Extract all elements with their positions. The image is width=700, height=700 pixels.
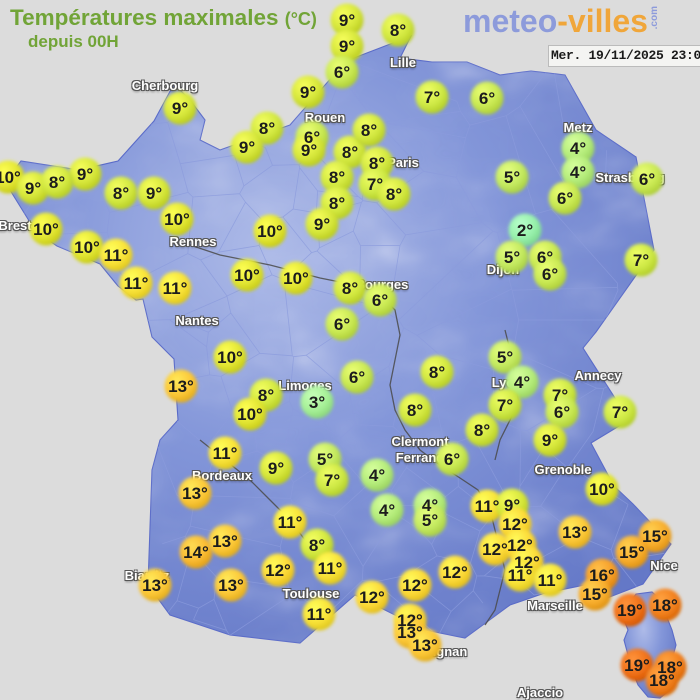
svg-text:13°: 13° — [218, 576, 244, 595]
svg-text:7°: 7° — [367, 175, 383, 194]
svg-text:15°: 15° — [642, 527, 668, 546]
svg-text:19°: 19° — [624, 656, 650, 675]
svg-text:7°: 7° — [424, 88, 440, 107]
svg-text:9°: 9° — [25, 179, 41, 198]
svg-text:18°: 18° — [652, 596, 678, 615]
svg-text:11°: 11° — [538, 571, 563, 590]
svg-text:8°: 8° — [309, 536, 325, 555]
svg-text:8°: 8° — [258, 386, 274, 405]
svg-text:8°: 8° — [407, 401, 423, 420]
svg-text:8°: 8° — [361, 121, 377, 140]
svg-text:5°: 5° — [422, 511, 438, 530]
svg-text:10°: 10° — [33, 220, 59, 239]
svg-text:9°: 9° — [339, 11, 355, 30]
svg-text:9°: 9° — [339, 37, 355, 56]
svg-text:12°: 12° — [402, 576, 428, 595]
svg-text:9°: 9° — [146, 184, 162, 203]
svg-text:15°: 15° — [582, 585, 608, 604]
svg-text:9°: 9° — [300, 83, 316, 102]
svg-text:13°: 13° — [562, 523, 588, 542]
svg-text:13°: 13° — [142, 576, 168, 595]
svg-text:8°: 8° — [113, 184, 129, 203]
svg-text:8°: 8° — [429, 363, 445, 382]
svg-text:10°: 10° — [74, 238, 100, 257]
svg-text:11°: 11° — [163, 279, 188, 298]
svg-text:10°: 10° — [283, 269, 309, 288]
svg-text:10°: 10° — [234, 266, 260, 285]
svg-text:12°: 12° — [502, 515, 528, 534]
svg-text:6°: 6° — [479, 89, 495, 108]
svg-text:9°: 9° — [301, 141, 317, 160]
svg-text:6°: 6° — [557, 189, 573, 208]
svg-text:7°: 7° — [633, 251, 649, 270]
svg-text:12°: 12° — [442, 563, 468, 582]
svg-text:9°: 9° — [172, 99, 188, 118]
svg-text:6°: 6° — [372, 291, 388, 310]
svg-text:5°: 5° — [504, 168, 520, 187]
svg-text:2°: 2° — [517, 221, 533, 240]
svg-text:9°: 9° — [268, 459, 284, 478]
svg-text:6°: 6° — [334, 315, 350, 334]
svg-text:4°: 4° — [369, 466, 385, 485]
svg-text:12°: 12° — [265, 561, 291, 580]
svg-text:8°: 8° — [390, 21, 406, 40]
svg-text:11°: 11° — [278, 513, 303, 532]
svg-text:8°: 8° — [342, 143, 358, 162]
svg-text:4°: 4° — [514, 373, 530, 392]
svg-text:6°: 6° — [444, 450, 460, 469]
svg-text:7°: 7° — [612, 403, 628, 422]
svg-text:13°: 13° — [212, 532, 238, 551]
svg-text:18°: 18° — [649, 671, 675, 690]
svg-text:11°: 11° — [475, 497, 500, 516]
svg-text:13°: 13° — [182, 484, 208, 503]
svg-text:8°: 8° — [329, 194, 345, 213]
svg-text:9°: 9° — [239, 138, 255, 157]
svg-text:10°: 10° — [257, 222, 283, 241]
svg-text:10°: 10° — [217, 348, 243, 367]
svg-text:13°: 13° — [412, 636, 438, 655]
svg-text:8°: 8° — [474, 421, 490, 440]
svg-text:11°: 11° — [124, 274, 149, 293]
svg-text:6°: 6° — [639, 170, 655, 189]
svg-text:11°: 11° — [318, 559, 343, 578]
svg-text:6°: 6° — [542, 265, 558, 284]
svg-text:8°: 8° — [342, 279, 358, 298]
svg-text:15°: 15° — [619, 543, 645, 562]
svg-text:11°: 11° — [508, 566, 533, 585]
svg-text:5°: 5° — [317, 450, 333, 469]
svg-text:5°: 5° — [497, 348, 513, 367]
svg-text:8°: 8° — [49, 173, 65, 192]
svg-text:9°: 9° — [77, 165, 93, 184]
svg-text:9°: 9° — [504, 496, 520, 515]
svg-text:7°: 7° — [497, 396, 513, 415]
svg-text:7°: 7° — [324, 471, 340, 490]
svg-text:11°: 11° — [213, 444, 238, 463]
svg-text:8°: 8° — [386, 185, 402, 204]
svg-text:12°: 12° — [482, 540, 508, 559]
svg-text:6°: 6° — [334, 63, 350, 82]
svg-text:19°: 19° — [617, 601, 643, 620]
svg-text:9°: 9° — [542, 431, 558, 450]
svg-text:8°: 8° — [369, 154, 385, 173]
svg-text:16°: 16° — [589, 566, 615, 585]
svg-text:11°: 11° — [307, 605, 332, 624]
svg-text:14°: 14° — [183, 543, 209, 562]
svg-text:10°: 10° — [589, 480, 615, 499]
svg-text:4°: 4° — [379, 501, 395, 520]
svg-text:6°: 6° — [349, 368, 365, 387]
svg-text:4°: 4° — [570, 163, 586, 182]
svg-text:12°: 12° — [359, 588, 385, 607]
svg-text:11°: 11° — [104, 246, 129, 265]
svg-text:10°: 10° — [0, 168, 21, 187]
svg-text:13°: 13° — [168, 377, 194, 396]
svg-text:8°: 8° — [329, 168, 345, 187]
svg-text:10°: 10° — [164, 210, 190, 229]
svg-text:8°: 8° — [259, 119, 275, 138]
svg-text:10°: 10° — [237, 405, 263, 424]
svg-text:9°: 9° — [314, 215, 330, 234]
svg-text:5°: 5° — [504, 248, 520, 267]
svg-text:3°: 3° — [309, 393, 325, 412]
svg-text:4°: 4° — [570, 139, 586, 158]
svg-text:6°: 6° — [554, 403, 570, 422]
